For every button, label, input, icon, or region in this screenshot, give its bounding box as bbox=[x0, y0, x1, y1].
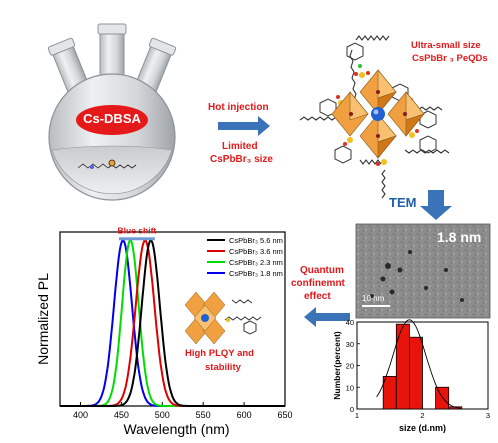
y-tick-label: 10 bbox=[346, 383, 354, 392]
flask-necks bbox=[47, 23, 177, 94]
x-tick-label: 1 bbox=[355, 411, 359, 420]
scale-bar-label: 10 nm bbox=[362, 294, 385, 303]
series-line bbox=[60, 238, 285, 407]
y-tick-label: 20 bbox=[346, 362, 354, 371]
atoms bbox=[349, 90, 407, 138]
x-tick-label: 450 bbox=[114, 410, 129, 420]
flask-bulb bbox=[48, 73, 176, 201]
sulfonate-groups bbox=[336, 64, 419, 166]
legend-entry: CsPbBr₃ 5.6 nm bbox=[229, 236, 283, 245]
hist-frame bbox=[356, 321, 489, 410]
plqy-label: High PLQY and bbox=[185, 348, 254, 359]
perovskite-octahedra bbox=[331, 69, 425, 159]
quantum-label: Quantum bbox=[300, 265, 344, 276]
legend-entry: CsPbBr₃ 3.6 nm bbox=[229, 247, 283, 256]
tem-label: TEM bbox=[389, 195, 417, 210]
effect-label: effect bbox=[304, 291, 331, 302]
legend-entry: CsPbBr₃ 2.3 nm bbox=[229, 258, 283, 267]
series-line bbox=[60, 239, 285, 407]
hist-bar bbox=[435, 386, 450, 410]
hist-bar bbox=[395, 323, 410, 410]
pqd-label: CsPbBr ₃ PeQDs bbox=[412, 53, 488, 64]
y-tick-label: 0 bbox=[350, 405, 354, 414]
hot-injection-label: Hot injection bbox=[208, 102, 269, 113]
flask-liquid bbox=[51, 145, 173, 195]
blue-shift-bar bbox=[119, 237, 155, 241]
hist-bar bbox=[382, 375, 397, 410]
blue-shift-label: Blue shift bbox=[118, 225, 157, 235]
fit-curve bbox=[376, 319, 461, 409]
molecule-in-flask-icon bbox=[77, 159, 137, 169]
limited-label: Limited bbox=[222, 141, 258, 152]
x-tick-label: 500 bbox=[155, 410, 170, 420]
tem-size-label: 1.8 nm bbox=[437, 229, 482, 245]
y-tick-label: 30 bbox=[346, 340, 354, 349]
csbr-size-label: CsPbBr₃ size bbox=[210, 154, 273, 165]
x-tick-label: 3 bbox=[486, 411, 490, 420]
y-axis-label: Normalized PL bbox=[35, 273, 51, 365]
ultra-small-label: Ultra-small size bbox=[411, 40, 481, 51]
x-axis-label: Wavelength (nm) bbox=[123, 421, 229, 437]
y-axis-label: Number(percent) bbox=[332, 331, 342, 400]
x-tick-label: 400 bbox=[73, 410, 88, 420]
x-axis-label: size (d.nm) bbox=[399, 423, 446, 433]
x-tick-label: 2 bbox=[420, 411, 424, 420]
x-tick-label: 650 bbox=[277, 410, 292, 420]
flask-label: Cs-DBSA bbox=[83, 111, 141, 126]
confinement-label: confinemnt bbox=[291, 278, 345, 289]
x-tick-label: 550 bbox=[196, 410, 211, 420]
x-tick-label: 600 bbox=[237, 410, 252, 420]
hist-bar bbox=[408, 336, 423, 410]
stability-label: stability bbox=[205, 362, 241, 373]
hist-bar bbox=[448, 406, 463, 410]
series-line bbox=[60, 238, 285, 407]
scale-bar bbox=[362, 305, 390, 307]
plot-frame bbox=[59, 231, 286, 407]
legend-entry: CsPbBr₃ 1.8 nm bbox=[229, 269, 283, 278]
series-line bbox=[60, 238, 285, 407]
y-tick-label: 40 bbox=[346, 318, 354, 327]
